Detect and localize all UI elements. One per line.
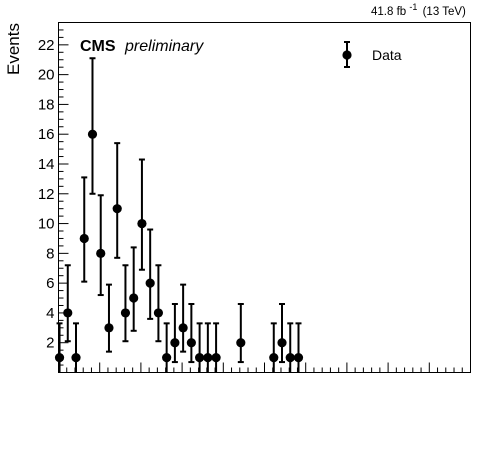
data-point	[120, 308, 131, 318]
y-tick-label: 22	[38, 37, 55, 54]
data-point	[211, 353, 221, 363]
data-point	[137, 218, 147, 229]
y-tick-label: 8	[46, 245, 54, 262]
data-point	[145, 278, 155, 288]
axes-layer: 2 4 6 8 10 12 14 16 18 20 22	[38, 22, 471, 373]
y-tick-label: 14	[38, 156, 55, 173]
experiment-label: CMS preliminary	[80, 38, 204, 55]
data-point	[63, 308, 73, 318]
data-point	[293, 353, 304, 363]
y-tick-label: 2	[46, 335, 54, 352]
data-point	[129, 293, 139, 303]
y-axis-title: Events	[4, 23, 23, 75]
data-point	[153, 308, 164, 318]
data-point	[54, 353, 65, 363]
data-point	[104, 323, 114, 333]
legend-marker-circle	[342, 50, 352, 60]
data-point	[285, 353, 295, 363]
data-point	[178, 323, 188, 333]
data-point	[277, 338, 287, 348]
plot-frame	[58, 22, 471, 373]
data-point	[96, 248, 106, 258]
legend-entry-data: Data	[372, 47, 402, 63]
data-point	[112, 204, 122, 214]
legend: Data	[342, 41, 402, 68]
y-tick-label: 10	[38, 216, 55, 233]
data-point	[269, 353, 279, 363]
y-tick-label: 16	[38, 126, 55, 143]
luminosity-value: 41.8 fb	[371, 6, 406, 18]
data-point	[79, 233, 89, 244]
data-point	[186, 338, 196, 348]
cms-label: CMS	[80, 38, 116, 55]
y-tick-label: 20	[38, 67, 55, 84]
y-tick-label: 6	[46, 275, 54, 292]
data-point	[162, 353, 172, 363]
luminosity-label: 41.8 fb -1 (13 TeV)	[371, 1, 466, 18]
energy-label: (13 TeV)	[423, 6, 466, 18]
data-point	[87, 129, 98, 139]
data-point	[203, 353, 213, 363]
luminosity-exponent: -1	[409, 2, 417, 12]
data-point	[71, 353, 81, 363]
y-tick-label: 4	[46, 305, 54, 322]
y-tick-label: 18	[38, 96, 55, 113]
data-point	[236, 338, 246, 348]
y-tick-label: 12	[38, 186, 55, 203]
data-point	[195, 353, 205, 363]
data-point	[170, 338, 180, 348]
data-layer	[54, 57, 304, 373]
preliminary-label: preliminary	[124, 38, 204, 55]
